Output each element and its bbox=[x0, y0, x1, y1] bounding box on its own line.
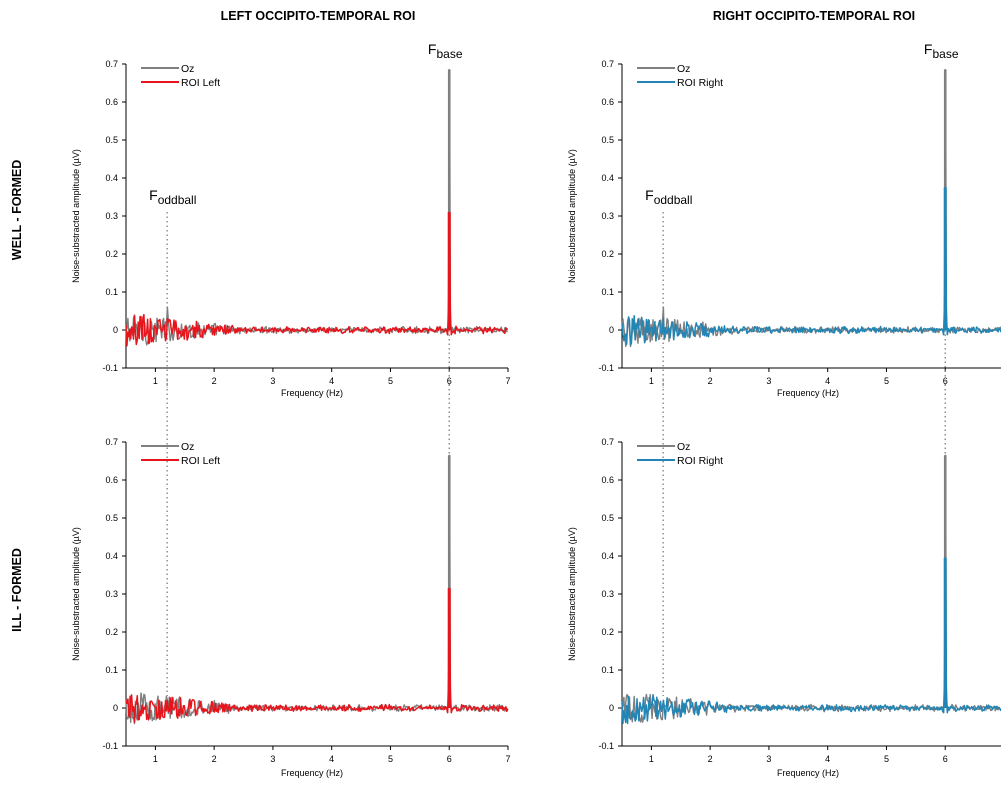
x-tick-label: 2 bbox=[212, 754, 217, 764]
oddball-marker-label: Foddball bbox=[645, 187, 692, 207]
x-tick-label: 2 bbox=[708, 754, 713, 764]
x-tick-label: 7 bbox=[505, 376, 510, 386]
legend-label: Oz bbox=[181, 63, 194, 75]
x-tick-label: 5 bbox=[388, 754, 393, 764]
panel-top-left: -0.100.10.20.30.40.50.60.71234567Frequen… bbox=[71, 41, 511, 398]
y-tick-label: 0.5 bbox=[601, 513, 614, 523]
y-axis-label: Noise-substracted amplitude (µV) bbox=[567, 149, 577, 283]
y-tick-label: 0.4 bbox=[105, 173, 118, 183]
y-tick-label: 0.3 bbox=[105, 589, 118, 599]
y-tick-label: 0 bbox=[609, 703, 614, 713]
y-tick-label: 0.5 bbox=[105, 135, 118, 145]
y-tick-label: 0.7 bbox=[601, 437, 614, 447]
y-tick-label: 0.2 bbox=[105, 249, 118, 259]
x-tick-label: 1 bbox=[649, 754, 654, 764]
y-tick-label: -0.1 bbox=[598, 741, 614, 751]
x-tick-label: 4 bbox=[825, 754, 830, 764]
x-axis-label: Frequency (Hz) bbox=[281, 388, 343, 398]
x-tick-label: 5 bbox=[884, 754, 889, 764]
y-tick-label: 0.2 bbox=[105, 627, 118, 637]
y-tick-label: 0.4 bbox=[105, 551, 118, 561]
y-tick-label: 0.6 bbox=[601, 97, 614, 107]
y-tick-label: 0.7 bbox=[105, 437, 118, 447]
y-tick-label: -0.1 bbox=[102, 363, 118, 373]
x-tick-label: 1 bbox=[153, 754, 158, 764]
x-tick-label: 3 bbox=[270, 376, 275, 386]
x-axis-label: Frequency (Hz) bbox=[777, 768, 839, 778]
x-tick-label: 3 bbox=[766, 754, 771, 764]
row-title-ill-formed: ILL - FORMED bbox=[10, 548, 24, 632]
y-tick-label: 0 bbox=[113, 703, 118, 713]
x-tick-label: 3 bbox=[766, 376, 771, 386]
legend-label: ROI Left bbox=[181, 77, 220, 89]
x-tick-label: 4 bbox=[329, 754, 334, 764]
y-tick-label: 0.1 bbox=[601, 665, 614, 675]
y-tick-label: 0 bbox=[113, 325, 118, 335]
series-line-roi-right bbox=[621, 557, 1001, 725]
panel-bottom-right: -0.1 0 0.1 0.2 0.3 0.4 0.5 0.6 0.7 1 2 3 4 5 6 Frequenc… bbox=[567, 380, 1001, 778]
y-axis-label: Noise-substracted amplitude (µV) bbox=[71, 527, 81, 661]
x-tick-label: 6 bbox=[943, 754, 948, 764]
y-tick-label: 0.5 bbox=[601, 135, 614, 145]
x-tick-label: 1 bbox=[153, 376, 158, 386]
y-tick-label: 0.6 bbox=[601, 475, 614, 485]
y-tick-label: 0.7 bbox=[601, 59, 614, 69]
x-tick-label: 2 bbox=[212, 376, 217, 386]
panel-top-right: -0.100.10.20.30.40.50.60.7123456Frequenc… bbox=[567, 41, 1001, 398]
y-tick-label: 0.4 bbox=[601, 551, 614, 561]
legend-label: ROI Left bbox=[181, 455, 220, 467]
series-line-roi-right bbox=[621, 186, 1001, 346]
x-axis-label: Frequency (Hz) bbox=[281, 768, 343, 778]
y-tick-label: 0.4 bbox=[601, 173, 614, 183]
x-tick-label: 6 bbox=[447, 754, 452, 764]
panel-bottom-left: -0.1 0 0.1 0.2 0.3 0.4 0.5 0.6 0.7 1 2 3 4 5 6 7 Frequen… bbox=[71, 380, 511, 778]
y-tick-label: 0.2 bbox=[601, 627, 614, 637]
x-tick-label: 4 bbox=[329, 376, 334, 386]
legend-label: Oz bbox=[677, 441, 690, 453]
series-line-roi-left bbox=[125, 587, 509, 723]
x-tick-label: 4 bbox=[825, 376, 830, 386]
x-tick-label: 2 bbox=[708, 376, 713, 386]
y-tick-label: -0.1 bbox=[598, 363, 614, 373]
x-tick-label: 5 bbox=[884, 376, 889, 386]
x-tick-label: 3 bbox=[270, 754, 275, 764]
row-title-well-formed: WELL - FORMED bbox=[10, 160, 24, 260]
legend-label: Oz bbox=[677, 63, 690, 75]
y-tick-label: 0.1 bbox=[601, 287, 614, 297]
series-line-roi-left bbox=[125, 211, 509, 347]
y-tick-label: 0.3 bbox=[601, 589, 614, 599]
x-tick-label: 5 bbox=[388, 376, 393, 386]
y-tick-label: 0.7 bbox=[105, 59, 118, 69]
base-marker-label: Fbase bbox=[428, 41, 463, 61]
legend-label: ROI Right bbox=[677, 77, 723, 89]
x-tick-label: 7 bbox=[505, 754, 510, 764]
y-tick-label: 0.1 bbox=[105, 665, 118, 675]
y-tick-label: 0.3 bbox=[601, 211, 614, 221]
y-tick-label: -0.1 bbox=[102, 741, 118, 751]
y-axis-label: Noise-substracted amplitude (µV) bbox=[567, 527, 577, 661]
legend-label: Oz bbox=[181, 441, 194, 453]
y-tick-label: 0.1 bbox=[105, 287, 118, 297]
oddball-marker-label: Foddball bbox=[149, 187, 196, 207]
x-axis-label: Frequency (Hz) bbox=[777, 388, 839, 398]
col-title-left: LEFT OCCIPITO-TEMPORAL ROI bbox=[221, 9, 416, 23]
base-marker-label: Fbase bbox=[924, 41, 959, 61]
y-tick-label: 0 bbox=[609, 325, 614, 335]
y-axis-label: Noise-substracted amplitude (µV) bbox=[71, 149, 81, 283]
y-tick-label: 0.2 bbox=[601, 249, 614, 259]
y-tick-label: 0.6 bbox=[105, 97, 118, 107]
col-title-right: RIGHT OCCIPITO-TEMPORAL ROI bbox=[713, 9, 915, 23]
x-tick-label: 1 bbox=[649, 376, 654, 386]
y-tick-label: 0.3 bbox=[105, 211, 118, 221]
y-tick-label: 0.6 bbox=[105, 475, 118, 485]
y-tick-label: 0.5 bbox=[105, 513, 118, 523]
legend-label: ROI Right bbox=[677, 455, 723, 467]
